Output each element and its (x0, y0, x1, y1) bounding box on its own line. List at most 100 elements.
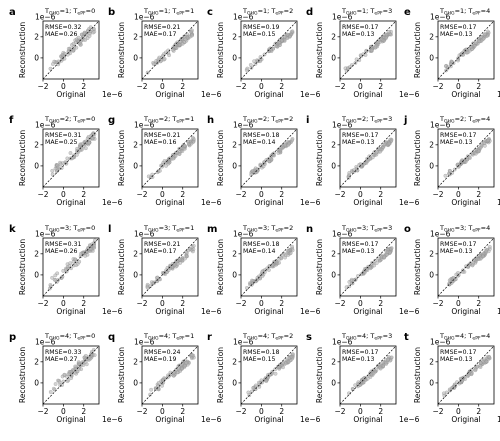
panel-letter: b (108, 7, 115, 18)
axes-frame (339, 237, 397, 297)
mae-annotation: MAE=0.16 (144, 139, 177, 146)
y-exponent-label: 1e−6 (134, 230, 155, 239)
data-point (173, 45, 178, 49)
data-point (150, 175, 155, 179)
x-axis-label: Original (254, 415, 283, 424)
data-point (53, 273, 58, 278)
y-tick-label: 2 (34, 357, 39, 366)
data-point (57, 380, 62, 385)
x-tick-label: 0 (61, 82, 66, 91)
data-point (383, 142, 387, 147)
x-exponent-label: 1e−6 (497, 415, 500, 424)
data-point (372, 263, 377, 268)
panel-title: TGHG=2; TePF=1 (143, 115, 194, 125)
x-tick-label: 2 (476, 190, 481, 199)
y-tick-label: 2 (34, 140, 39, 149)
data-point (87, 356, 92, 360)
mae-annotation: MAE=0.13 (440, 139, 473, 146)
x-tick-label: 2 (476, 299, 481, 308)
y-axis-label: Reconstruction (315, 347, 324, 403)
data-point (374, 149, 379, 154)
data-point (61, 268, 66, 273)
rmse-annotation: RMSE=0.17 (342, 132, 378, 139)
y-tick-label: 0 (133, 379, 138, 388)
x-tick-label: −2 (235, 299, 246, 308)
x-tick-label: −2 (432, 407, 443, 416)
y-axis-label: Reconstruction (216, 22, 225, 78)
x-tick-label: −2 (432, 190, 443, 199)
data-point (259, 378, 264, 383)
x-axis-label: Original (155, 198, 184, 207)
data-point (146, 174, 151, 179)
x-exponent-label: 1e−6 (497, 198, 500, 207)
data-point (88, 25, 93, 30)
y-tick-label: 2 (331, 32, 336, 41)
panel-title: TGHG=3; TePF=0 (44, 224, 95, 234)
data-point (50, 172, 55, 177)
x-axis-label: Original (451, 198, 480, 207)
x-axis-label: Original (56, 415, 85, 424)
data-point (274, 44, 278, 49)
panel-title: TGHG=1; TePF=3 (341, 7, 392, 17)
data-point (190, 28, 194, 33)
data-point (369, 48, 374, 53)
mae-annotation: MAE=0.26 (45, 248, 78, 255)
x-axis-label: Original (155, 90, 184, 99)
data-point (381, 360, 386, 365)
data-point (177, 152, 182, 156)
x-axis-label: Original (254, 307, 283, 316)
diagonal-line (142, 238, 198, 296)
mae-annotation: MAE=0.13 (342, 248, 375, 255)
x-tick-label: 0 (456, 299, 461, 308)
rmse-annotation: RMSE=0.18 (243, 241, 279, 248)
plot-area (142, 129, 198, 187)
x-exponent-label: 1e−6 (399, 307, 420, 316)
data-point (92, 353, 97, 358)
panel-title: TGHG=1; TePF=1 (143, 7, 194, 17)
x-tick-label: 2 (476, 407, 481, 416)
data-point (389, 138, 394, 143)
y-exponent-label: 1e−6 (134, 13, 155, 22)
y-exponent-label: 1e−6 (134, 121, 155, 130)
data-point (475, 365, 479, 369)
x-tick-label: 2 (279, 407, 284, 416)
data-point (290, 138, 294, 143)
diagonal-line (438, 21, 494, 79)
panel-letter: s (306, 332, 312, 343)
x-tick-label: 0 (358, 407, 363, 416)
data-point (285, 36, 290, 41)
data-point (487, 355, 492, 360)
data-point (279, 38, 284, 43)
diagonal-line (241, 129, 297, 187)
mae-annotation: MAE=0.27 (45, 356, 78, 363)
data-point (442, 393, 447, 398)
y-exponent-label: 1e−6 (35, 338, 56, 347)
y-tick-label: 0 (429, 54, 434, 63)
data-point (378, 149, 383, 154)
x-tick-label: 2 (81, 407, 86, 416)
data-point (484, 359, 489, 364)
data-point (467, 155, 472, 159)
data-point (60, 383, 65, 387)
data-point (249, 172, 254, 177)
axes-frame (141, 237, 199, 297)
data-point (50, 168, 55, 173)
data-point (149, 387, 154, 392)
data-point (62, 372, 67, 377)
y-tick-label: 0 (133, 271, 138, 280)
data-point (270, 263, 275, 268)
panel-letter: f (9, 115, 14, 126)
diagonal-line (340, 346, 396, 404)
data-point (363, 53, 368, 57)
data-point (253, 383, 258, 388)
x-tick-label: −2 (432, 299, 443, 308)
plot-area (438, 346, 494, 404)
data-point (58, 162, 63, 167)
data-point (362, 270, 367, 275)
data-point (290, 29, 295, 34)
data-point (486, 138, 491, 143)
mae-annotation: MAE=0.17 (144, 248, 177, 255)
y-exponent-label: 1e−6 (35, 13, 56, 22)
